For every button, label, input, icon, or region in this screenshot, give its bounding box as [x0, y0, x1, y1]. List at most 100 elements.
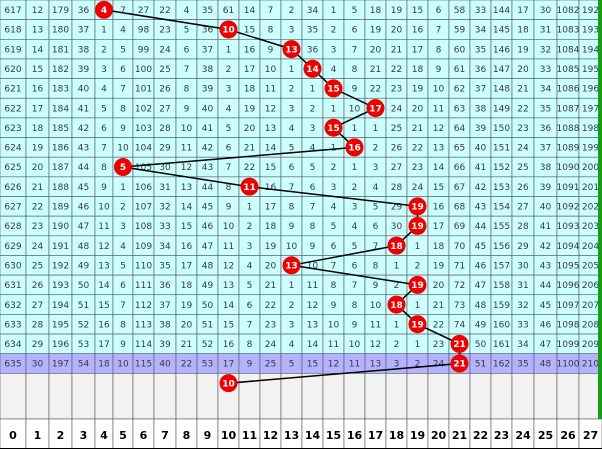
- cell-value: 12: [32, 6, 43, 16]
- empty-cell: [490, 373, 513, 420]
- empty-cell: [385, 373, 408, 420]
- empty-cell: [94, 373, 114, 420]
- cell-value: 19: [181, 301, 193, 311]
- cell-value: 37: [159, 301, 170, 311]
- drawn-number-ball: [366, 99, 385, 118]
- cell-value: 53: [202, 360, 213, 370]
- cell-value: 7: [310, 203, 316, 213]
- cell-value: 40: [78, 85, 90, 95]
- cell-value: 17: [181, 261, 192, 271]
- cell-value: 8: [331, 281, 337, 291]
- drawn-number-label: 19: [411, 320, 424, 330]
- cell-value: 6: [352, 26, 358, 36]
- cell-value: 16: [98, 320, 110, 330]
- cell-value: 6: [120, 281, 126, 291]
- cell-value: 2: [289, 301, 295, 311]
- cell-value: 21: [370, 65, 381, 75]
- cell-value: 21: [433, 301, 444, 311]
- right-border: [598, 0, 602, 419]
- cell-value: 1088: [557, 124, 580, 134]
- drawn-number-ball: [408, 197, 427, 216]
- cell-value: 4: [289, 124, 295, 134]
- cell-value: 626: [4, 183, 21, 193]
- cell-value: 10: [307, 261, 319, 271]
- cell-value: 182: [52, 65, 69, 75]
- cell-value: 46: [475, 261, 487, 271]
- cell-value: 1094: [557, 242, 580, 252]
- cell-value: 8: [184, 85, 190, 95]
- cell-value: 113: [135, 320, 152, 330]
- cell-value: 102: [135, 104, 152, 114]
- cell-value: 62: [454, 85, 465, 95]
- cell-value: 41: [202, 124, 213, 134]
- cell-value: 10: [181, 124, 193, 134]
- cell-value: 24: [412, 183, 424, 193]
- cell-value: 184: [52, 104, 69, 114]
- cell-value: 1098: [557, 320, 580, 330]
- cell-value: 38: [78, 45, 90, 55]
- cell-value: 33: [517, 320, 528, 330]
- cell-value: 17: [244, 65, 255, 75]
- cell-value: 4: [184, 6, 190, 16]
- cell-value: 27: [32, 301, 43, 311]
- cell-value: 24: [517, 144, 529, 154]
- cell-value: 35: [540, 104, 551, 114]
- empty-cell: [25, 373, 50, 420]
- cell-value: 1092: [557, 203, 580, 213]
- cell-value: 1: [352, 124, 358, 134]
- column-index-label: 0: [9, 429, 17, 442]
- cell-value: 48: [475, 301, 487, 311]
- cell-value: 108: [135, 222, 152, 232]
- cell-value: 1090: [557, 163, 580, 173]
- cell-value: 203: [582, 222, 599, 232]
- drawn-number-label: 21: [453, 360, 466, 370]
- empty-cell: [364, 373, 387, 420]
- cell-value: 31: [159, 183, 170, 193]
- cell-value: 12: [265, 104, 276, 114]
- cell-value: 25: [391, 124, 402, 134]
- cell-value: 1086: [557, 85, 580, 95]
- cell-value: 25: [517, 163, 528, 173]
- column-index-label: 16: [347, 429, 363, 442]
- cell-value: 30: [540, 6, 552, 16]
- drawn-number-label: 11: [243, 183, 256, 193]
- cell-value: 22: [517, 104, 528, 114]
- column-index-label: 13: [284, 429, 299, 442]
- column-index-cell: [578, 418, 602, 449]
- cell-value: 193: [582, 26, 599, 36]
- cell-value: 8: [352, 65, 358, 75]
- cell-value: 5: [184, 26, 190, 36]
- cell-value: 14: [32, 45, 44, 55]
- cell-value: 20: [181, 320, 193, 330]
- empty-cell: [112, 373, 134, 420]
- cell-value: 1: [394, 261, 400, 271]
- cell-value: 619: [4, 45, 21, 55]
- cell-value: 39: [202, 85, 214, 95]
- drawn-number-label: 15: [327, 124, 340, 134]
- empty-cell: [153, 373, 177, 420]
- cell-value: 7: [247, 320, 253, 330]
- cell-value: 13: [307, 320, 318, 330]
- cell-value: 150: [493, 124, 510, 134]
- cell-value: 16: [181, 242, 193, 252]
- cell-value: 199: [582, 144, 599, 154]
- cell-value: 6: [226, 144, 232, 154]
- cell-value: 64: [454, 124, 466, 134]
- cell-value: 17: [517, 6, 528, 16]
- cell-value: 110: [135, 261, 152, 271]
- cell-value: 207: [582, 301, 599, 311]
- cell-value: 4: [310, 144, 316, 154]
- cell-value: 160: [493, 320, 510, 330]
- cell-value: 15: [244, 26, 255, 36]
- drawn-number-ball: [408, 275, 427, 294]
- cell-value: 39: [540, 183, 552, 193]
- cell-value: 7: [373, 242, 379, 252]
- cell-value: 11: [265, 85, 276, 95]
- cell-value: 50: [475, 340, 487, 350]
- cell-background-layer: [0, 0, 602, 420]
- cell-value: 13: [98, 261, 109, 271]
- cell-value: 5: [226, 124, 232, 134]
- cell-value: 633: [4, 320, 21, 330]
- cell-value: 36: [159, 281, 171, 291]
- cell-value: 37: [540, 144, 551, 154]
